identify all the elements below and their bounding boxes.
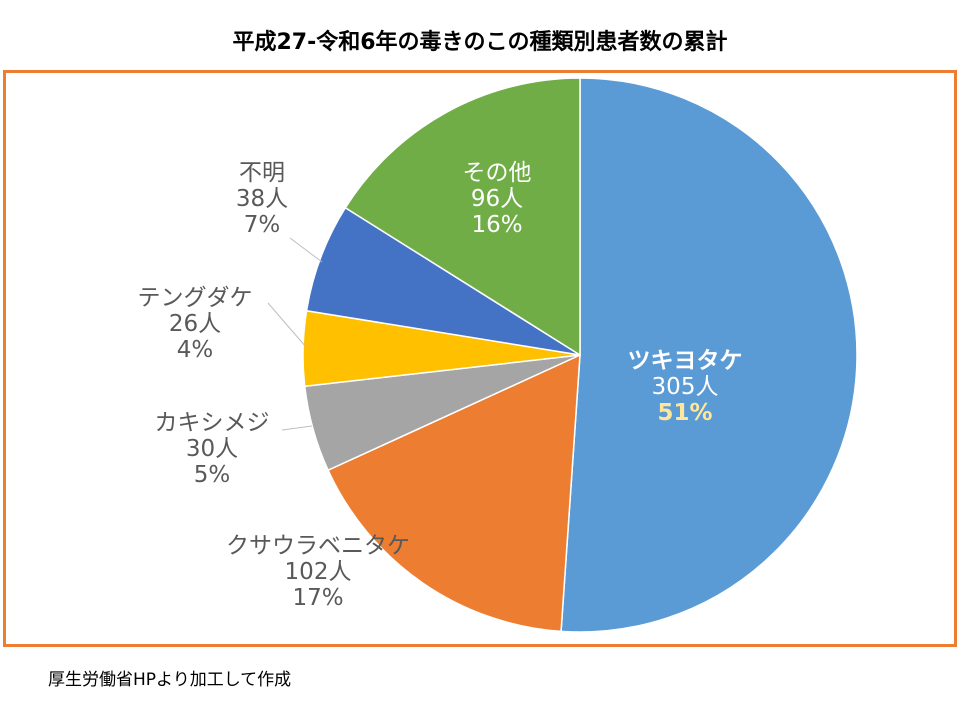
source-note: 厚生労働省HPより加工して作成 bbox=[48, 670, 292, 690]
leader-line bbox=[267, 302, 307, 348]
leader-line bbox=[281, 425, 313, 431]
leader-line bbox=[289, 237, 323, 263]
slice-percent-label: 17% bbox=[292, 585, 343, 611]
pie-slice-1 bbox=[327, 353, 581, 633]
slice-count-label: 305人 bbox=[652, 374, 719, 400]
chart-title: 平成27-令和6年の毒きのこの種類別患者数の累計 bbox=[232, 30, 728, 55]
pie-slice-5 bbox=[344, 77, 581, 357]
slice-label: テングダケ bbox=[138, 285, 253, 311]
slice-percent-label: 51% bbox=[657, 400, 712, 426]
slice-label: 不明 bbox=[239, 160, 285, 186]
slice-count-label: 38人 bbox=[236, 186, 288, 212]
slice-percent-label: 7% bbox=[244, 212, 281, 238]
slice-label: クサウラベニタケ bbox=[226, 533, 410, 559]
chart-frame bbox=[3, 70, 957, 647]
slice-count-label: 30人 bbox=[186, 436, 238, 462]
slice-count-label: 102人 bbox=[285, 559, 352, 585]
slice-percent-label: 4% bbox=[177, 337, 214, 363]
slice-percent-label: 16% bbox=[471, 212, 522, 238]
slice-percent-label: 5% bbox=[194, 462, 231, 488]
slice-count-label: 26人 bbox=[169, 311, 221, 337]
slice-label: ツキヨタケ bbox=[628, 348, 743, 374]
pie-slice-0 bbox=[560, 77, 858, 633]
slice-label: カキシメジ bbox=[155, 410, 270, 436]
slice-label: その他 bbox=[463, 160, 532, 186]
slice-count-label: 96人 bbox=[471, 186, 523, 212]
